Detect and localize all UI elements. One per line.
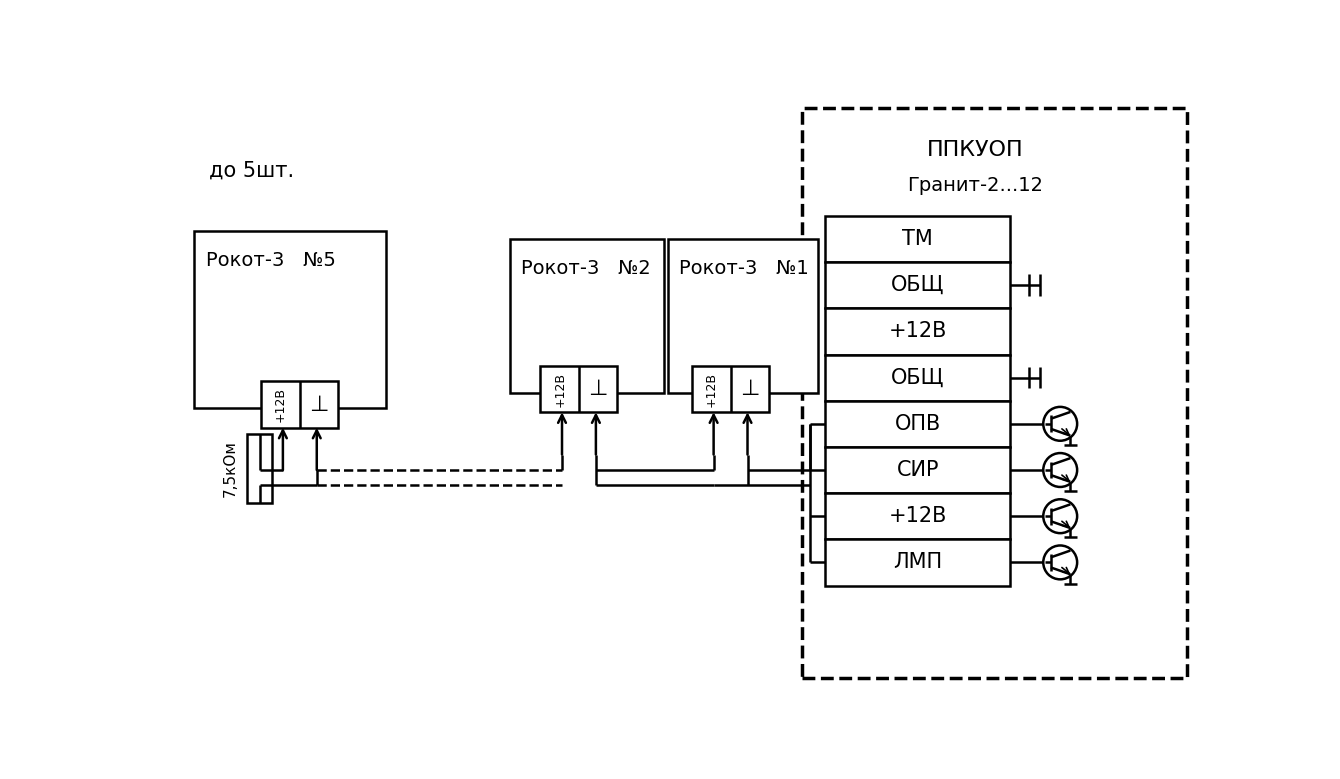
- Bar: [825, 216, 1010, 262]
- Text: ⊥: ⊥: [740, 379, 760, 399]
- Text: ЛМП: ЛМП: [894, 552, 942, 573]
- Text: СИР: СИР: [896, 460, 939, 480]
- Bar: [194, 231, 386, 408]
- Bar: [825, 539, 1010, 586]
- Text: ППКУОП: ППКУОП: [927, 140, 1024, 160]
- Text: ⊥: ⊥: [310, 394, 328, 414]
- Text: Гранит-2...12: Гранит-2...12: [907, 175, 1044, 195]
- Text: ОБЩ: ОБЩ: [891, 275, 945, 295]
- Circle shape: [1044, 407, 1077, 441]
- Bar: [825, 493, 1010, 539]
- Text: ОПВ: ОПВ: [895, 414, 941, 434]
- Bar: [540, 366, 618, 412]
- Text: +12В: +12В: [888, 322, 947, 341]
- Bar: [248, 434, 272, 503]
- Text: +12В: +12В: [553, 372, 567, 407]
- Text: Рокот-3   №1: Рокот-3 №1: [679, 259, 809, 278]
- Text: Рокот-3   №5: Рокот-3 №5: [205, 251, 335, 270]
- Bar: [825, 354, 1010, 400]
- Text: до 5шт.: до 5шт.: [209, 160, 295, 181]
- Bar: [509, 239, 663, 393]
- Text: ТМ: ТМ: [902, 229, 933, 249]
- Bar: [261, 382, 338, 428]
- Text: +12В: +12В: [888, 506, 947, 526]
- Text: ОБЩ: ОБЩ: [891, 368, 945, 388]
- Circle shape: [1044, 545, 1077, 580]
- Text: 7,5кОм: 7,5кОм: [224, 440, 239, 497]
- Circle shape: [1044, 499, 1077, 533]
- Bar: [825, 308, 1010, 354]
- Bar: [667, 239, 817, 393]
- Text: +12В: +12В: [705, 372, 718, 407]
- Text: +12В: +12В: [275, 387, 287, 422]
- Bar: [825, 400, 1010, 447]
- Bar: [691, 366, 769, 412]
- Text: ⊥: ⊥: [588, 379, 608, 399]
- Bar: [825, 447, 1010, 493]
- Bar: [825, 262, 1010, 308]
- Bar: [803, 108, 1187, 678]
- Text: Рокот-3   №2: Рокот-3 №2: [521, 259, 651, 278]
- Circle shape: [1044, 453, 1077, 487]
